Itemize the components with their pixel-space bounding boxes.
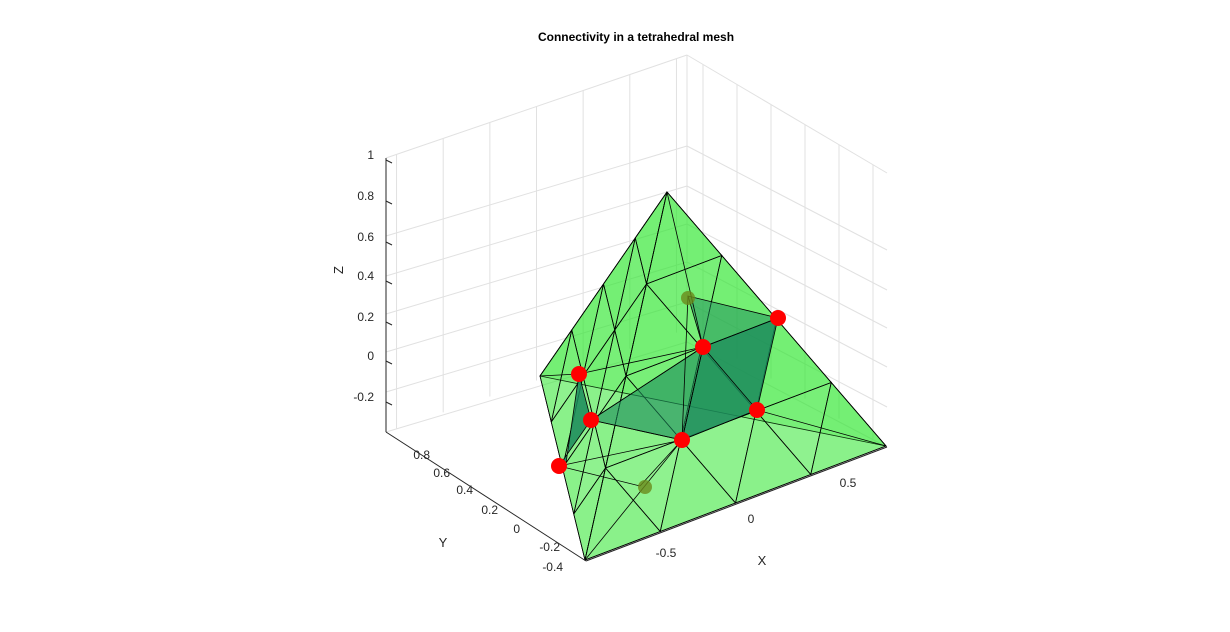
z-axis-label: Z [331, 266, 346, 274]
y-tick-label: 0 [513, 522, 520, 536]
mesh-edge [578, 346, 704, 375]
z-tick-label: -0.2 [353, 390, 374, 404]
z-tick-mark [385, 280, 393, 285]
y-tick-labels: -0.4 -0.2 0 0.2 0.4 0.60.8 [413, 448, 563, 574]
vertex-marker [749, 402, 765, 418]
z-tick-label: 0.6 [357, 230, 374, 244]
y-tick-label: 0.6 [433, 466, 450, 480]
mesh-edge [681, 295, 689, 441]
z-grid-right-wall [686, 185, 888, 291]
tetrahedral-mesh [539, 191, 888, 561]
z-tick-mark [385, 360, 393, 365]
y-tick-label: 0.2 [481, 503, 498, 517]
axes [385, 158, 888, 562]
mesh-face [659, 438, 737, 533]
highlighted-vertices [551, 291, 786, 494]
mesh-edge [681, 409, 758, 441]
x-axis-line [585, 446, 888, 562]
mesh-edge [702, 346, 758, 411]
z-grid-right-wall [686, 223, 888, 329]
mesh-edge [756, 409, 887, 447]
x-tick-label: 0.5 [840, 476, 857, 490]
x-tick-label: -0.5 [656, 546, 677, 560]
y-axis-label: Y [439, 535, 448, 550]
y-tick-label: -0.2 [539, 540, 560, 554]
selected-face [687, 295, 780, 348]
z-tick-label: 0 [367, 349, 374, 363]
vertex-marker [583, 412, 599, 428]
z-tick-label: 0.8 [357, 189, 374, 203]
z-grid-right-wall [686, 54, 888, 174]
y-tick-label: 0.4 [456, 483, 473, 497]
hidden-vertex-marker [681, 291, 695, 305]
z-tick-label: 1 [367, 148, 374, 162]
z-tick-mark [385, 200, 393, 205]
x-tick-labels: -0.5 0 0.5 [656, 476, 857, 560]
mesh-edge [558, 465, 641, 487]
z-tick-label: 0.4 [357, 269, 374, 283]
z-tick-mark [385, 241, 393, 246]
vertex-marker [695, 339, 711, 355]
mesh-face [810, 381, 887, 476]
z-grid-right-wall [686, 261, 888, 368]
vertex-marker [674, 432, 690, 448]
mesh-edge [590, 346, 704, 421]
x-tick-label: 0 [748, 512, 755, 526]
mesh-edge [558, 439, 683, 467]
mesh-edge [639, 439, 683, 487]
vertex-marker [551, 458, 567, 474]
y-tick-label: -0.4 [542, 560, 563, 574]
hidden-vertex-marker [638, 480, 652, 494]
mesh-face [539, 329, 573, 423]
z-tick-mark [385, 159, 393, 164]
mesh-edge [666, 191, 704, 348]
mesh-edge [681, 346, 704, 441]
mesh-face [562, 421, 595, 515]
z-tick-mark [385, 321, 393, 326]
mesh-face [734, 410, 812, 504]
z-grid-right-wall [686, 145, 888, 251]
z-tick-labels: -0.2 0 0.2 0.4 0.6 0.8 1 [353, 148, 393, 406]
y-tick-label: 0.8 [413, 448, 430, 462]
z-grid-left-wall [385, 341, 688, 433]
x-axis-label: X [758, 553, 767, 568]
z-tick-mark [385, 401, 393, 406]
chart-title: Connectivity in a tetrahedral mesh [538, 30, 734, 44]
z-tick-label: 0.2 [357, 310, 374, 324]
y-axis-line [385, 431, 587, 562]
mesh-edge [590, 419, 683, 441]
vertex-marker [571, 366, 587, 382]
vertex-marker [770, 310, 786, 326]
mesh-edge [584, 439, 683, 561]
